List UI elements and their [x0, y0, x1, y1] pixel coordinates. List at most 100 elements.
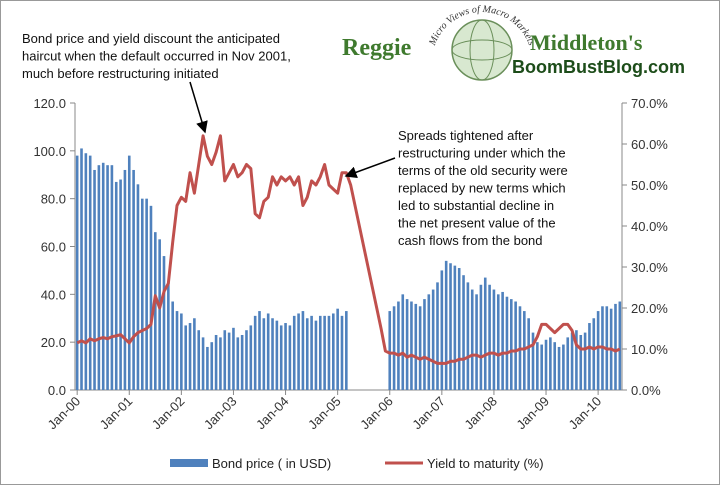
bar	[253, 315, 257, 390]
bar	[457, 268, 461, 390]
bar	[206, 346, 209, 390]
bar	[496, 294, 500, 390]
bar	[583, 332, 587, 390]
bar	[449, 263, 452, 390]
bar	[392, 306, 396, 390]
bar	[149, 205, 153, 390]
bar	[345, 311, 348, 390]
bar	[401, 294, 405, 390]
legend-label: Yield to maturity (%)	[427, 456, 544, 471]
bar	[423, 299, 426, 390]
globe-ring	[469, 19, 495, 81]
bar	[614, 303, 617, 390]
bar	[618, 301, 622, 390]
bar	[184, 325, 188, 390]
annotation: terms of the old security were	[398, 163, 568, 178]
y-tick-label: 80.0	[41, 192, 66, 207]
y-tick-label: 0.0	[48, 383, 66, 398]
bar	[588, 323, 591, 390]
bar	[140, 198, 144, 390]
bar	[236, 337, 240, 390]
bar	[249, 325, 253, 390]
bar	[240, 334, 244, 390]
bar	[427, 294, 431, 390]
annotation: much before restructuring initiated	[22, 66, 219, 81]
globe	[451, 19, 513, 81]
bar	[171, 301, 174, 390]
bar	[405, 299, 409, 390]
bar	[301, 311, 305, 390]
bar	[323, 315, 326, 390]
bar	[501, 291, 504, 390]
bar	[544, 339, 548, 390]
bar	[223, 330, 227, 390]
bar	[127, 155, 131, 390]
bar	[101, 162, 105, 390]
bar	[305, 318, 309, 390]
bar	[431, 289, 435, 390]
bar	[145, 198, 148, 390]
bar	[483, 277, 487, 390]
bar	[592, 318, 596, 390]
bar	[132, 169, 135, 390]
bar	[340, 315, 344, 390]
bar	[119, 179, 122, 390]
bar	[488, 284, 491, 390]
bar	[114, 181, 118, 390]
arrows	[189, 81, 396, 179]
y-tick-label: 120.0	[33, 96, 66, 111]
bar	[440, 270, 444, 390]
bar	[227, 332, 231, 390]
bar	[579, 334, 583, 390]
y2-tick-label: 60.0%	[631, 137, 668, 152]
bar	[527, 318, 530, 390]
bar	[470, 289, 474, 390]
bar	[318, 315, 322, 390]
y2-tick-label: 0.0%	[631, 383, 661, 398]
bar	[466, 282, 470, 390]
bar	[531, 332, 535, 390]
globe-ring	[451, 39, 513, 61]
bar	[553, 342, 557, 390]
legend-label: Bond price ( in USD)	[212, 456, 331, 471]
bar	[514, 301, 517, 390]
bar	[188, 323, 192, 390]
bar	[596, 311, 600, 390]
bar	[418, 306, 422, 390]
annotation: the net present value of the	[398, 216, 556, 231]
logo-site: BoomBustBlog.com	[512, 57, 685, 77]
bar	[288, 325, 292, 390]
bar	[266, 313, 270, 390]
logo-left: Reggie	[342, 35, 412, 61]
bar	[414, 303, 418, 390]
bar	[540, 344, 543, 390]
bar	[210, 342, 214, 390]
bar	[332, 313, 335, 390]
bar	[167, 282, 170, 390]
bar	[123, 169, 127, 390]
bar	[180, 313, 183, 390]
bar	[258, 311, 261, 390]
bar	[158, 239, 161, 390]
arrow	[344, 157, 396, 179]
bar	[336, 308, 339, 390]
y2-tick-label: 50.0%	[631, 178, 668, 193]
bar	[327, 315, 331, 390]
annotation: Bond price and yield discount the antici…	[22, 31, 280, 46]
logo-right: Middleton's	[530, 30, 643, 55]
y-tick-label: 40.0	[41, 287, 66, 302]
y-tick-label: 60.0	[41, 240, 66, 255]
y-tick-label: 20.0	[41, 335, 66, 350]
bar	[279, 325, 283, 390]
bar	[110, 165, 114, 390]
bar	[388, 311, 392, 390]
bar	[245, 330, 248, 390]
bar	[314, 320, 318, 390]
bar	[284, 323, 287, 390]
y2-tick-label: 10.0%	[631, 342, 668, 357]
annotation: haircut when the default occurred in Nov…	[22, 49, 291, 64]
y2-tick-label: 40.0%	[631, 219, 668, 234]
bar	[575, 330, 578, 390]
y2-tick-label: 20.0%	[631, 301, 668, 316]
